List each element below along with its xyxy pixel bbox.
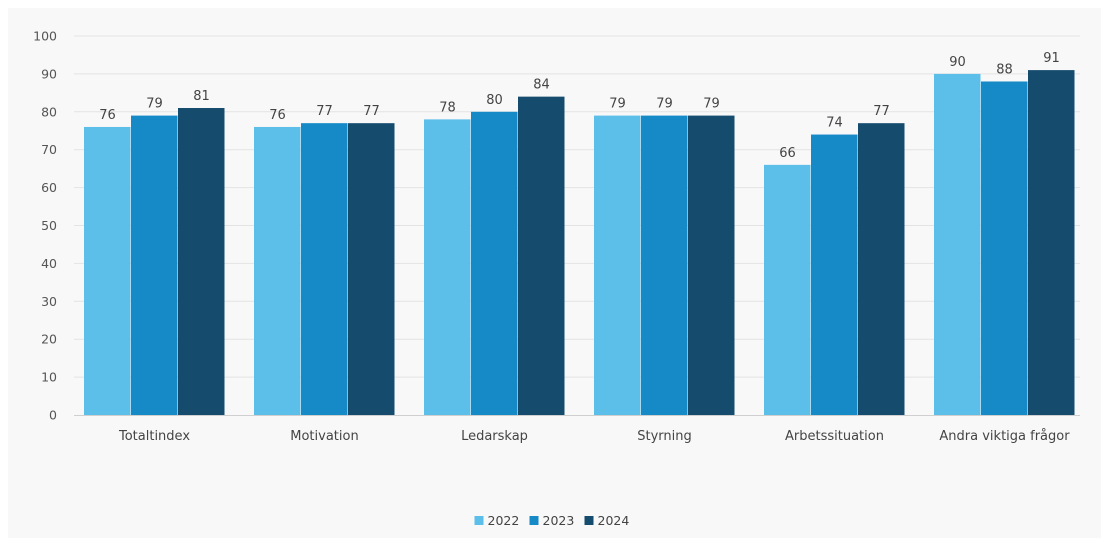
grid-lines (74, 35, 1080, 378)
x-category-label-4: Arbetssituation (785, 429, 884, 444)
data-label-2022-0: 76 (99, 108, 116, 123)
bar-2024-3[interactable] (688, 115, 735, 415)
x-category-label-2: Ledarskap (461, 429, 528, 444)
legend-label-2022[interactable]: 2022 (488, 513, 520, 528)
data-label-2023-0: 79 (146, 97, 163, 112)
bar-2024-2[interactable] (518, 96, 565, 415)
legend-label-2023[interactable]: 2023 (543, 513, 575, 528)
y-tick-label-20: 20 (41, 332, 57, 347)
bar-2024-1[interactable] (348, 123, 395, 416)
data-label-2022-4: 66 (779, 146, 796, 161)
data-label-2022-5: 90 (949, 55, 966, 70)
bar-2023-3[interactable] (641, 115, 688, 415)
legend-swatch-2022 (474, 516, 484, 525)
y-tick-label-30: 30 (41, 294, 57, 309)
data-label-2022-3: 79 (609, 97, 626, 112)
x-category-label-5: Andra viktiga frågor (939, 429, 1070, 444)
data-label-2022-2: 78 (439, 100, 456, 115)
data-label-2024-0: 81 (193, 89, 210, 104)
legend-swatch-2024 (584, 516, 594, 525)
data-label-2024-1: 77 (363, 104, 380, 119)
data-label-2024-3: 79 (703, 97, 720, 112)
bar-2022-0[interactable] (84, 126, 131, 416)
legend: 2022 2023 2024 (474, 513, 630, 528)
bar-2022-1[interactable] (254, 126, 301, 416)
bar-2024-5[interactable] (1028, 70, 1075, 416)
y-tick-label-10: 10 (41, 370, 57, 385)
y-tick-label-80: 80 (41, 104, 57, 119)
y-tick-label-90: 90 (41, 66, 57, 81)
data-label-2023-2: 80 (486, 93, 503, 108)
y-tick-label-100: 100 (33, 29, 57, 44)
y-tick-label-0: 0 (49, 408, 57, 423)
data-label-2023-3: 79 (656, 97, 673, 112)
x-category-label-1: Motivation (290, 429, 358, 444)
x-axis-categories: Totaltindex Motivation Ledarskap Styrning Ar… (118, 429, 1070, 444)
data-label-2023-1: 77 (316, 104, 333, 119)
y-tick-label-50: 50 (41, 218, 57, 233)
x-category-label-3: Styrning (637, 429, 692, 444)
bars (84, 70, 1075, 416)
y-tick-label-60: 60 (41, 180, 57, 195)
data-label-2023-4: 74 (826, 116, 843, 131)
data-label-2024-4: 77 (873, 104, 890, 119)
bar-2023-2[interactable] (471, 111, 518, 416)
bar-2023-0[interactable] (131, 115, 178, 415)
data-label-2024-2: 84 (533, 78, 550, 93)
legend-label-2024[interactable]: 2024 (598, 513, 630, 528)
data-label-2024-5: 91 (1043, 51, 1060, 66)
data-label-2022-1: 76 (269, 108, 286, 123)
legend-swatch-2023 (529, 516, 539, 525)
bar-2022-2[interactable] (424, 119, 471, 415)
bar-2022-5[interactable] (934, 73, 981, 416)
y-tick-label-40: 40 (41, 256, 57, 271)
bar-2024-4[interactable] (858, 123, 905, 416)
x-category-label-0: Totaltindex (118, 429, 190, 444)
y-tick-label-70: 70 (41, 142, 57, 157)
bar-2023-4[interactable] (811, 134, 858, 416)
data-labels: 76 79 81 76 77 77 78 80 84 79 79 79 66 74 77 90 88 91 (99, 51, 1060, 161)
bar-2024-0[interactable] (178, 108, 225, 415)
bar-2023-5[interactable] (981, 81, 1028, 415)
data-label-2023-5: 88 (996, 62, 1013, 77)
bar-2023-1[interactable] (301, 123, 348, 416)
y-axis-ticks: 0 10 20 30 40 50 60 70 80 90 100 (33, 29, 57, 423)
bar-2022-3[interactable] (594, 115, 641, 415)
bar-2022-4[interactable] (764, 164, 811, 415)
